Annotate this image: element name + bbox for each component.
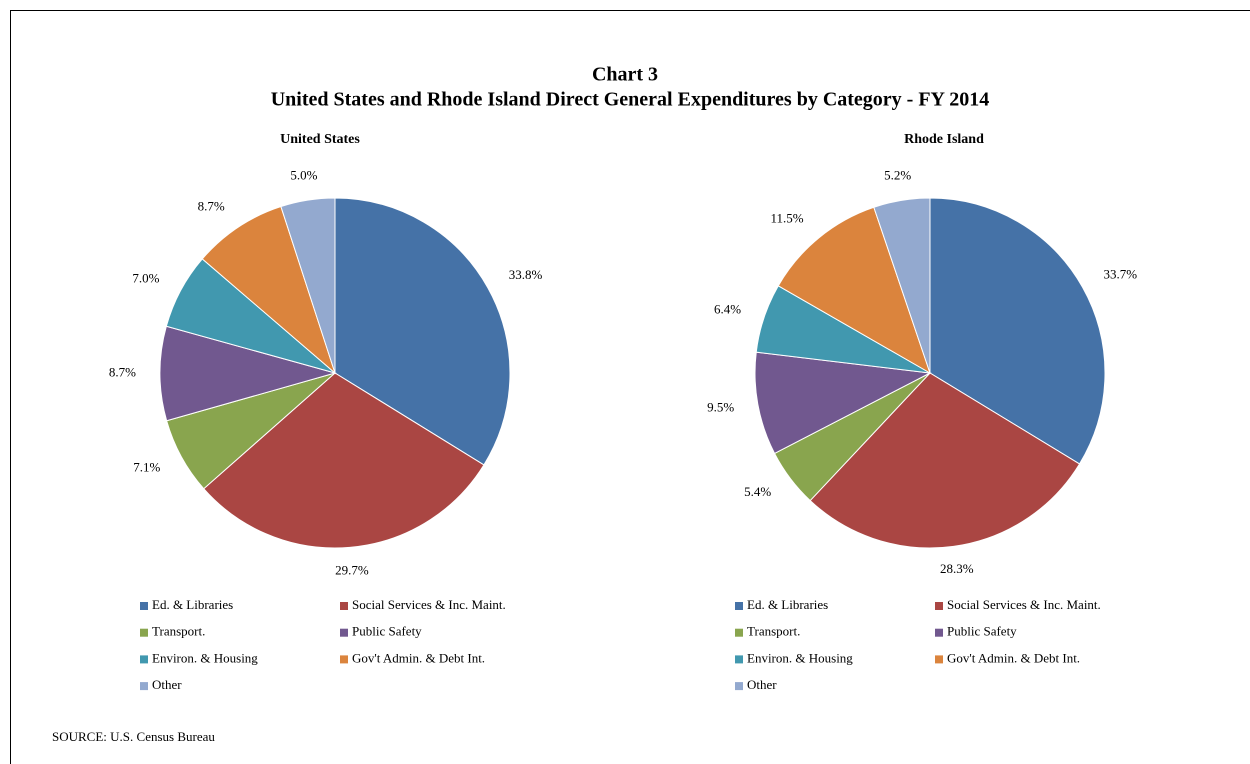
legend-label: Ed. & Libraries	[152, 597, 233, 612]
legend-swatch	[935, 655, 943, 664]
data-label: 8.7%	[109, 365, 136, 380]
data-label: 28.3%	[940, 561, 974, 576]
data-label: 7.0%	[132, 270, 159, 285]
legend-label: Environ. & Housing	[152, 650, 258, 665]
data-label: 8.7%	[198, 198, 225, 213]
pie-title: United States	[280, 132, 360, 147]
legend-swatch	[340, 655, 348, 664]
pie-slice	[777, 206, 931, 375]
data-label: 33.7%	[1103, 266, 1137, 281]
legend-swatch	[935, 628, 943, 637]
data-label: 29.7%	[335, 562, 369, 577]
data-label: 5.2%	[884, 168, 911, 183]
data-label: 5.0%	[290, 167, 317, 182]
data-label: 6.4%	[714, 301, 741, 316]
data-label: 7.1%	[133, 459, 160, 474]
legend-label: Public Safety	[352, 624, 422, 639]
legend-label: Gov't Admin. & Debt Int.	[947, 650, 1080, 665]
pie-slice	[873, 197, 931, 374]
legend-swatch	[140, 655, 148, 664]
data-label: 11.5%	[771, 210, 804, 225]
legend-swatch	[140, 602, 148, 610]
pie-slice	[809, 372, 1081, 549]
legend-label: Public Safety	[947, 624, 1017, 639]
legend-label: Ed. & Libraries	[747, 597, 828, 612]
legend-swatch	[735, 602, 743, 610]
pie-slice	[280, 197, 336, 374]
legend-swatch	[735, 628, 743, 637]
legend-label: Social Services & Inc. Maint.	[352, 597, 506, 612]
pie-slice	[201, 205, 337, 375]
legend-label: Other	[747, 677, 777, 692]
pie-slice	[754, 351, 932, 455]
data-label: 9.5%	[707, 399, 734, 414]
legend-label: Other	[152, 677, 182, 692]
legend-swatch	[140, 628, 148, 637]
data-label: 33.8%	[509, 267, 543, 282]
data-label: 5.4%	[744, 484, 771, 499]
pie-title: Rhode Island	[904, 132, 984, 147]
legend-swatch	[340, 628, 348, 637]
legend-label: Social Services & Inc. Maint.	[947, 597, 1101, 612]
pie-slice	[334, 197, 511, 466]
frame	[10, 10, 1250, 764]
legend-label: Transport.	[747, 624, 800, 639]
chart-title: Chart 3	[592, 64, 658, 86]
chart-subtitle: United States and Rhode Island Direct Ge…	[271, 89, 990, 111]
legend-label: Transport.	[152, 624, 205, 639]
pie-slice	[929, 197, 1106, 465]
source: SOURCE: U.S. Census Bureau	[52, 729, 215, 744]
legend-swatch	[735, 682, 743, 691]
legend-swatch	[140, 682, 148, 691]
legend-swatch	[735, 655, 743, 664]
pie-slice	[203, 372, 485, 549]
legend-label: Gov't Admin. & Debt Int.	[352, 650, 485, 665]
legend-label: Environ. & Housing	[747, 650, 853, 665]
pie-slice	[159, 325, 337, 422]
legend-swatch	[935, 602, 943, 610]
legend-swatch	[340, 602, 348, 610]
